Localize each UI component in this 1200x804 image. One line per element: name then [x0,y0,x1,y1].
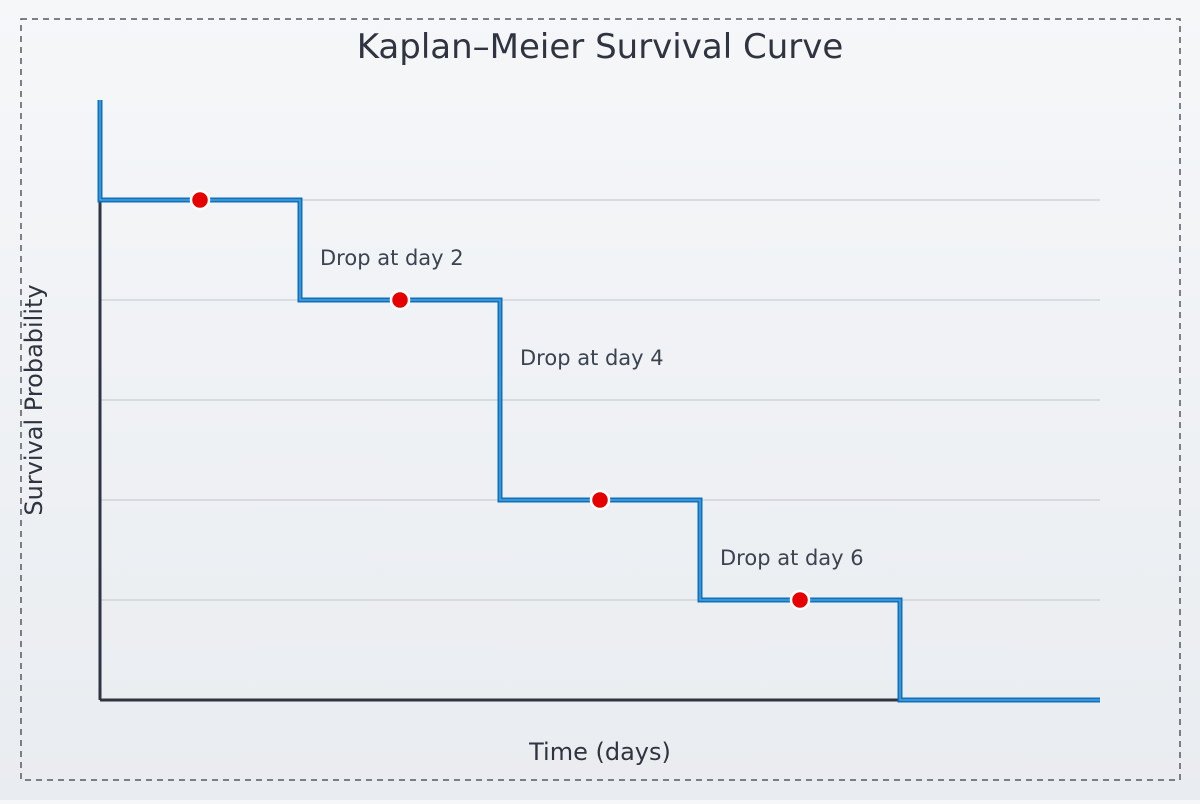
series [97,100,1100,703]
survival-step-highlight [99,100,1100,701]
annotations: Drop at day 2 Drop at day 4 Drop at day 6 [320,246,864,570]
annotation-0: Drop at day 2 [320,246,464,270]
y-axis-label: Survival Probability [20,284,48,515]
annotation-1: Drop at day 4 [520,346,664,370]
chart-frame [20,18,1181,781]
gridlines [100,199,1100,601]
points [189,189,811,611]
annotation-2: Drop at day 6 [720,546,864,570]
data-point-2 [589,489,611,511]
data-point-0 [189,189,211,211]
chart-title: Kaplan–Meier Survival Curve [357,27,844,67]
x-axis-label: Time (days) [528,738,671,766]
data-point-3 [789,589,811,611]
data-point-1 [389,289,411,311]
survival-step-line [97,100,1100,703]
axes [98,200,1100,702]
